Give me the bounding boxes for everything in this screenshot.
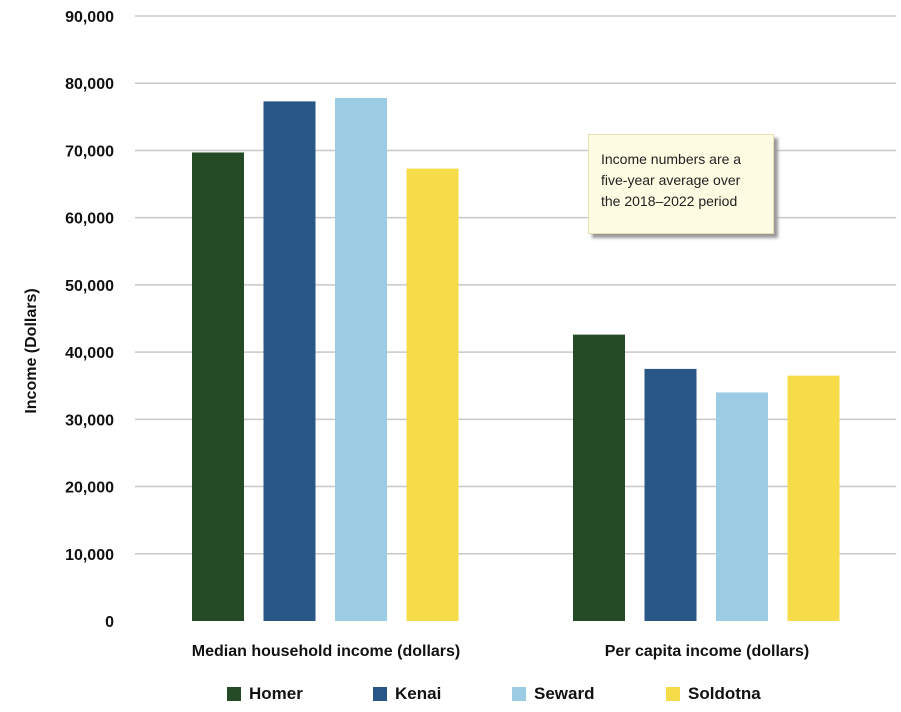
y-tick-label: 60,000 bbox=[65, 211, 114, 228]
legend-item-soldotna: Soldotna bbox=[666, 684, 761, 704]
annotation-line: Income numbers are a bbox=[601, 151, 742, 167]
bar-seward bbox=[716, 392, 768, 621]
legend-item-seward: Seward bbox=[512, 684, 594, 704]
y-axis-ticks: 0 10,000 20,000 30,000 40,000 50,000 60,000 70,… bbox=[65, 9, 114, 631]
legend-item-homer: Homer bbox=[227, 684, 303, 704]
y-tick-label: 0 bbox=[105, 614, 114, 631]
legend: Homer Kenai Seward Soldotna bbox=[0, 684, 901, 712]
legend-swatch bbox=[373, 687, 387, 701]
legend-label: Homer bbox=[249, 684, 303, 703]
bar-kenai bbox=[263, 101, 316, 622]
annotation-note: Income numbers are a five-year average o… bbox=[588, 134, 774, 234]
y-tick-label: 30,000 bbox=[65, 412, 114, 429]
legend-label: Soldotna bbox=[688, 684, 761, 703]
income-bar-chart: 0 10,000 20,000 30,000 40,000 50,000 60,000 70,… bbox=[23, 9, 896, 660]
legend-swatch bbox=[227, 687, 241, 701]
bar-homer bbox=[573, 334, 625, 621]
bar-seward bbox=[335, 98, 387, 621]
bar-homer bbox=[192, 152, 244, 621]
category-labels: Median household income (dollars) Per cap… bbox=[192, 643, 809, 660]
bars bbox=[192, 98, 840, 622]
y-tick-label: 10,000 bbox=[65, 547, 114, 564]
bar-soldotna bbox=[406, 168, 459, 621]
y-tick-label: 80,000 bbox=[65, 76, 114, 93]
y-tick-label: 50,000 bbox=[65, 278, 114, 295]
y-axis-label: Income (Dollars) bbox=[23, 288, 40, 413]
y-tick-label: 90,000 bbox=[65, 9, 114, 26]
legend-swatch bbox=[512, 687, 526, 701]
bar-kenai bbox=[644, 368, 697, 621]
legend-label: Kenai bbox=[395, 684, 442, 703]
bar-soldotna bbox=[787, 375, 840, 621]
legend-item-kenai: Kenai bbox=[373, 684, 441, 704]
y-tick-label: 20,000 bbox=[65, 480, 114, 497]
category-label: Median household income (dollars) bbox=[192, 643, 460, 660]
y-tick-label: 40,000 bbox=[65, 345, 114, 362]
gridlines bbox=[135, 15, 896, 555]
legend-swatch bbox=[666, 687, 680, 701]
legend-label: Seward bbox=[534, 684, 595, 703]
annotation-line: five-year average over bbox=[601, 172, 741, 188]
annotation-line: the 2018–2022 period bbox=[601, 193, 738, 209]
y-tick-label: 70,000 bbox=[65, 143, 114, 160]
category-label: Per capita income (dollars) bbox=[605, 643, 810, 660]
